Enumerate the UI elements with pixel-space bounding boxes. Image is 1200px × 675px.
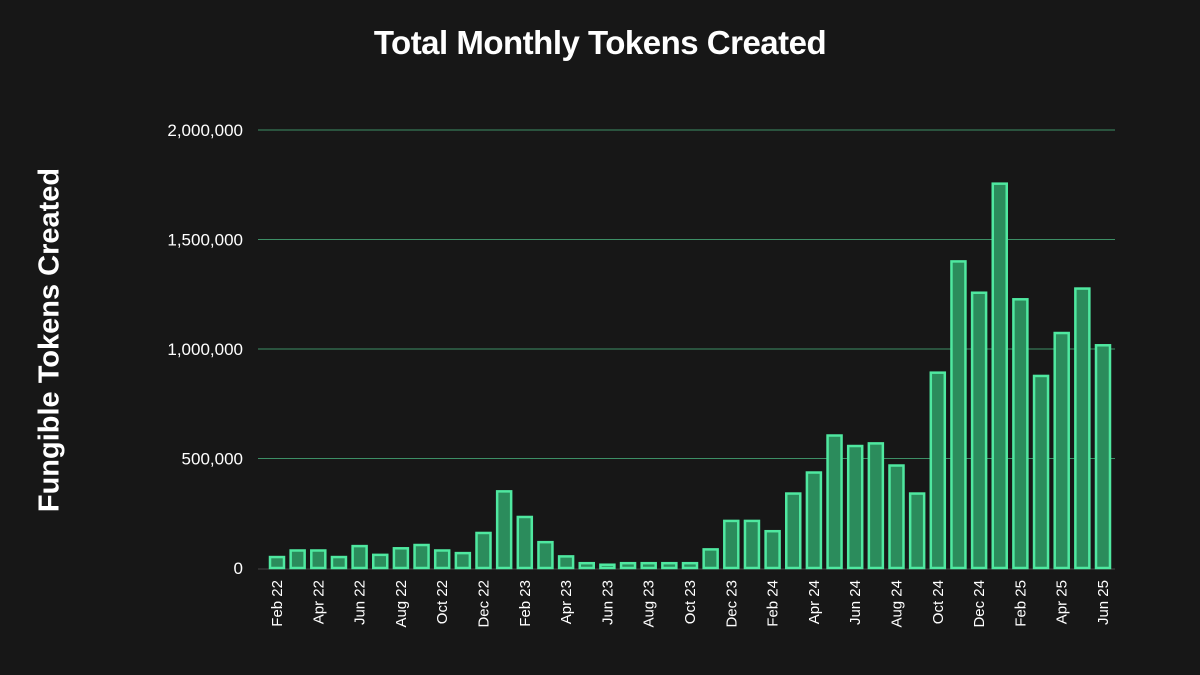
bar: [826, 434, 843, 570]
bar: [392, 547, 410, 570]
bar: [1094, 344, 1112, 570]
bar: [516, 515, 534, 570]
x-tick-label: Oct 22: [434, 580, 451, 624]
bar: [619, 561, 637, 570]
bar: [970, 291, 988, 570]
bar: [495, 490, 513, 570]
y-tick-label: 1,000,000: [167, 340, 243, 359]
x-tick-label: Apr 23: [558, 580, 575, 624]
bar: [908, 492, 926, 570]
x-tick-label: Oct 23: [682, 580, 699, 624]
bar: [640, 561, 657, 570]
bar: [681, 561, 699, 570]
bar: [330, 555, 348, 570]
bar: [723, 519, 740, 570]
y-tick-label: 500,000: [182, 450, 243, 469]
bar: [599, 563, 616, 570]
bar: [1053, 331, 1070, 570]
bar: [805, 471, 823, 570]
chart-title: Total Monthly Tokens Created: [373, 24, 827, 61]
bar: [929, 371, 947, 570]
x-tick-label: Dec 23: [723, 580, 740, 628]
bar: [661, 561, 678, 570]
bar: [888, 464, 905, 570]
bar: [702, 548, 719, 570]
bar: [950, 260, 967, 570]
bar: [475, 531, 492, 570]
bar: [537, 540, 554, 570]
bar: [1074, 287, 1091, 570]
bar: [268, 555, 286, 570]
x-tick-label: Dec 22: [476, 580, 493, 628]
x-tick-label: Jun 24: [847, 580, 864, 625]
bar: [372, 553, 389, 570]
x-tick-label: Dec 24: [971, 580, 988, 628]
x-tick-label: Jun 25: [1095, 580, 1112, 625]
bar: [991, 182, 1008, 570]
bar: [310, 549, 327, 570]
bar: [454, 551, 472, 570]
bar: [433, 549, 451, 570]
x-tick-label: Jun 23: [599, 580, 616, 625]
x-tick-label: Feb 24: [765, 580, 782, 627]
x-tick-label: Apr 22: [310, 580, 327, 624]
bar: [1032, 374, 1050, 570]
y-tick-label: 1,500,000: [167, 231, 243, 250]
bar: [351, 544, 368, 570]
bar: [867, 442, 885, 570]
x-tick-label: Feb 23: [517, 580, 534, 627]
x-tick-label: Apr 24: [806, 580, 823, 624]
x-tick-label: Aug 22: [393, 580, 410, 628]
bar: [846, 444, 864, 570]
bar: [557, 555, 575, 570]
bar: [578, 561, 595, 570]
x-tick-label: Feb 22: [269, 580, 286, 627]
x-tick-label: Aug 24: [889, 580, 906, 628]
y-tick-label: 2,000,000: [167, 121, 243, 140]
bar: [413, 543, 430, 570]
bar: [289, 549, 306, 570]
bar: [743, 519, 761, 570]
y-tick-label: 0: [234, 559, 243, 578]
x-tick-label: Apr 25: [1054, 580, 1071, 624]
bar: [764, 529, 781, 570]
x-tick-label: Jun 22: [352, 580, 369, 625]
bar: [1012, 298, 1029, 570]
x-tick-label: Aug 23: [641, 580, 658, 628]
bar: [785, 492, 802, 570]
x-tick-label: Feb 25: [1012, 580, 1029, 627]
x-tick-label: Oct 24: [930, 580, 947, 624]
